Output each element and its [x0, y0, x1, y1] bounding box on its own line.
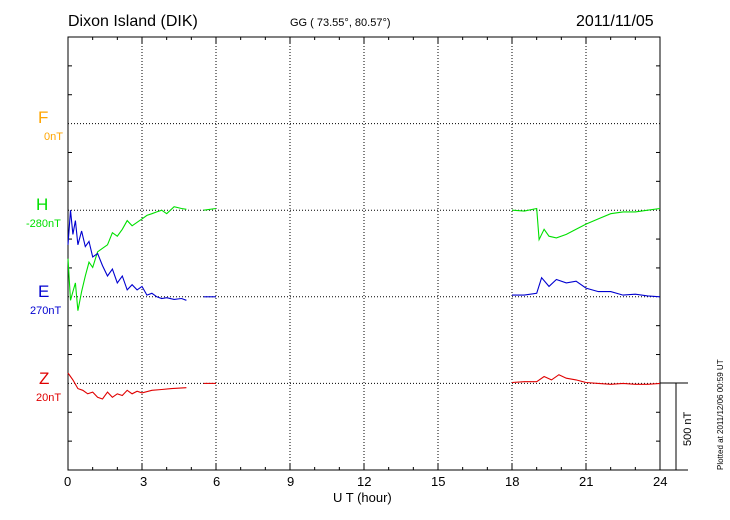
trace-h-line [67, 206, 187, 311]
x-tick-label: 12 [357, 474, 372, 489]
x-axis-label: U T (hour) [333, 490, 392, 505]
trace-lines [67, 206, 661, 400]
x-tick-label: 18 [505, 474, 520, 489]
trace-z-line [67, 372, 187, 400]
trace-base-f: 0nT [44, 131, 63, 143]
x-tick-label: 15 [431, 474, 446, 489]
x-tick-label: 0 [64, 474, 72, 489]
trace-h-line [511, 207, 661, 242]
x-tick-label: 6 [213, 474, 221, 489]
trace-label-z: Z [39, 369, 50, 388]
trace-label-f: F [38, 108, 49, 127]
trace-label-e: E [38, 282, 50, 301]
station-coordinates: GG ( 73.55°, 80.57°) [290, 17, 391, 29]
trace-e-line [512, 276, 661, 298]
trace-base-z: 20nT [36, 392, 62, 404]
trace-base-h: -280nT [26, 218, 61, 230]
x-tick-label: 9 [287, 474, 295, 489]
x-tick-label: 21 [579, 474, 594, 489]
x-tick-label: 24 [653, 474, 668, 489]
grid-lines [68, 37, 660, 470]
scale-bar [660, 382, 688, 471]
station-title: Dixon Island (DIK) [68, 13, 198, 30]
trace-base-e: 270nT [30, 305, 62, 317]
trace-z-line [511, 374, 661, 385]
trace-label-h: H [36, 195, 49, 214]
date-label: 2011/11/05 [576, 13, 654, 30]
trace-e-line [67, 210, 187, 301]
x-tick-label: 3 [140, 474, 148, 489]
plot-frame [67, 36, 661, 471]
trace-h-line [203, 207, 217, 211]
